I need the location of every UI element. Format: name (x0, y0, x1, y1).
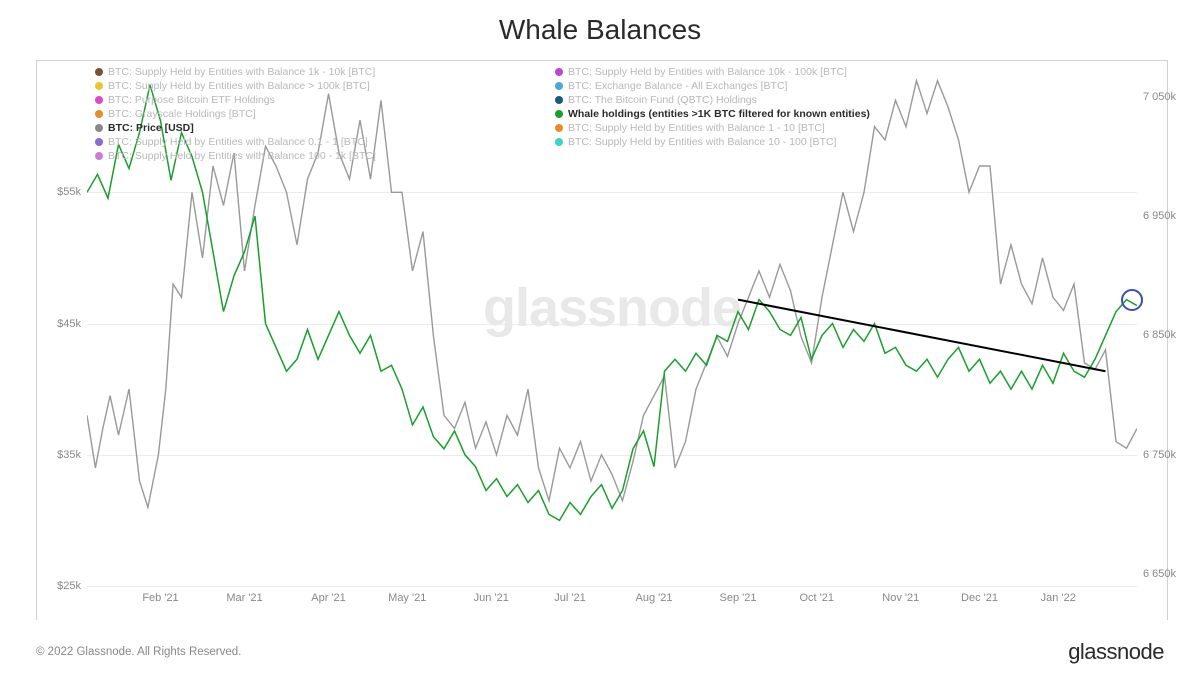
legend-swatch (95, 152, 103, 160)
gridline (87, 586, 1137, 587)
highlight-circle (1121, 289, 1143, 311)
legend-swatch (555, 138, 563, 146)
legend-item[interactable]: BTC: Supply Held by Entities with Balanc… (555, 135, 1015, 149)
chart-title: Whale Balances (0, 0, 1200, 46)
legend-swatch (555, 82, 563, 90)
legend-swatch (95, 68, 103, 76)
y-axis-right-label: 6 850k (1143, 329, 1191, 341)
plot-region: glassnode BTC: Supply Held by Entities w… (87, 61, 1137, 586)
legend-item[interactable]: BTC: Supply Held by Entities with Balanc… (555, 121, 1015, 135)
x-axis-label: Oct '21 (799, 592, 834, 604)
brand-logo: glassnode (1068, 639, 1164, 665)
x-axis-label: Sep '21 (720, 592, 757, 604)
legend-swatch (95, 138, 103, 146)
y-axis-right-label: 7 050k (1143, 91, 1191, 103)
legend-swatch (95, 96, 103, 104)
x-axis-label: May '21 (388, 592, 426, 604)
legend-swatch (95, 110, 103, 118)
legend-label: BTC: The Bitcoin Fund (QBTC) Holdings (568, 93, 757, 107)
y-axis-left-label: $55k (39, 186, 81, 198)
legend-swatch (95, 82, 103, 90)
x-axis-label: Jul '21 (554, 592, 585, 604)
y-axis-left-label: $45k (39, 318, 81, 330)
legend-swatch (555, 68, 563, 76)
legend-label: BTC: Supply Held by Entities with Balanc… (108, 149, 376, 163)
legend-swatch (555, 110, 563, 118)
legend-item[interactable]: BTC: The Bitcoin Fund (QBTC) Holdings (555, 93, 1015, 107)
legend-label: BTC: Supply Held by Entities with Balanc… (568, 65, 847, 79)
legend-item[interactable]: BTC: Supply Held by Entities with Balanc… (95, 79, 555, 93)
footer: © 2022 Glassnode. All Rights Reserved. g… (36, 639, 1164, 665)
y-axis-left-label: $25k (39, 580, 81, 592)
legend-label: BTC: Exchange Balance - All Exchanges [B… (568, 79, 787, 93)
legend-label: Whale holdings (entities >1K BTC filtere… (568, 107, 870, 121)
legend-item[interactable]: BTC: Supply Held by Entities with Balanc… (95, 149, 555, 163)
y-axis-right-label: 6 950k (1143, 210, 1191, 222)
x-axis-label: Dec '21 (961, 592, 998, 604)
legend-item[interactable]: BTC: Price [USD] (95, 121, 555, 135)
legend-label: BTC: Supply Held by Entities with Balanc… (108, 135, 368, 149)
y-axis-left-label: $35k (39, 449, 81, 461)
legend-label: BTC: Supply Held by Entities with Balanc… (568, 121, 825, 135)
x-axis-label: Feb '21 (142, 592, 178, 604)
legend-item[interactable]: BTC: Purpose Bitcoin ETF Holdings (95, 93, 555, 107)
y-axis-right-label: 6 650k (1143, 568, 1191, 580)
x-axis-label: Jan '22 (1041, 592, 1076, 604)
legend-item[interactable]: BTC: Supply Held by Entities with Balanc… (555, 65, 1015, 79)
chart-container: glassnode BTC: Supply Held by Entities w… (36, 60, 1168, 620)
y-axis-right-label: 6 750k (1143, 449, 1191, 461)
legend-item[interactable]: Whale holdings (entities >1K BTC filtere… (555, 107, 1015, 121)
trendline (738, 300, 1106, 372)
legend-label: BTC: Grayscale Holdings [BTC] (108, 107, 256, 121)
legend-item[interactable]: BTC: Grayscale Holdings [BTC] (95, 107, 555, 121)
legend-label: BTC: Price [USD] (108, 121, 194, 135)
legend-swatch (95, 124, 103, 132)
x-axis-label: Apr '21 (311, 592, 346, 604)
x-axis-label: Nov '21 (882, 592, 919, 604)
legend: BTC: Supply Held by Entities with Balanc… (95, 65, 1015, 163)
x-axis-label: Aug '21 (636, 592, 673, 604)
x-axis-label: Mar '21 (226, 592, 262, 604)
legend-label: BTC: Supply Held by Entities with Balanc… (108, 65, 375, 79)
legend-item[interactable]: BTC: Supply Held by Entities with Balanc… (95, 65, 555, 79)
legend-swatch (555, 96, 563, 104)
legend-label: BTC: Supply Held by Entities with Balanc… (568, 135, 836, 149)
legend-item[interactable]: BTC: Supply Held by Entities with Balanc… (95, 135, 555, 149)
legend-item[interactable]: BTC: Exchange Balance - All Exchanges [B… (555, 79, 1015, 93)
x-axis-label: Jun '21 (474, 592, 509, 604)
legend-swatch (555, 124, 563, 132)
legend-label: BTC: Purpose Bitcoin ETF Holdings (108, 93, 275, 107)
legend-label: BTC: Supply Held by Entities with Balanc… (108, 79, 370, 93)
copyright: © 2022 Glassnode. All Rights Reserved. (36, 646, 241, 658)
